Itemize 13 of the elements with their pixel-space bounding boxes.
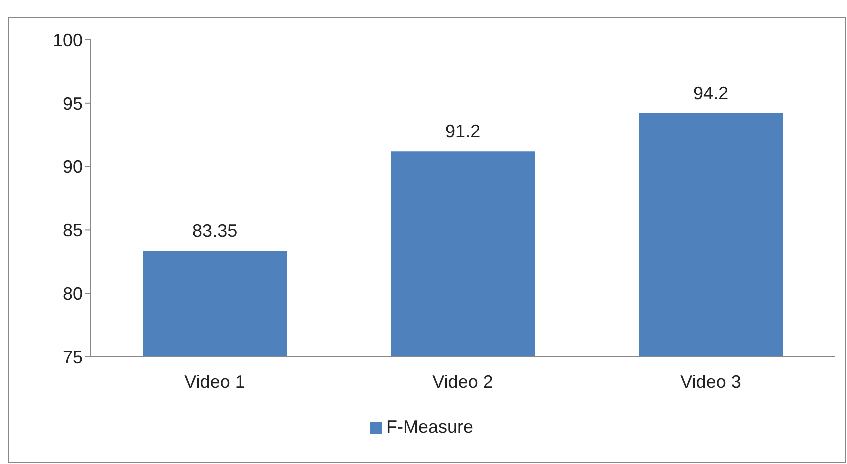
y-tick-label: 85	[62, 220, 83, 241]
x-tick-label: Video 3	[680, 372, 742, 392]
x-tick-label: Video 1	[184, 372, 246, 392]
y-tick-label: 100	[52, 30, 83, 50]
y-tick-label: 90	[62, 157, 83, 178]
y-tick-label: 80	[62, 284, 83, 304]
x-tick-label: Video 2	[432, 372, 494, 392]
data-label: 91.2	[446, 122, 481, 142]
data-label: 83.35	[192, 221, 238, 242]
y-tick-label: 75	[62, 347, 83, 368]
data-label: 94.2	[694, 84, 729, 104]
legend-label: F-Measure	[386, 417, 474, 437]
y-tick-label: 95	[62, 94, 83, 114]
